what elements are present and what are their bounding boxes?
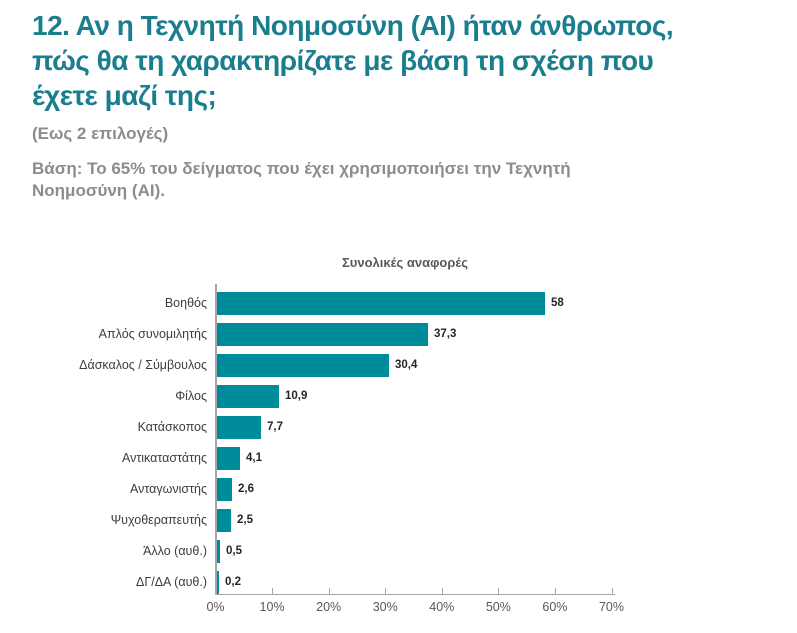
chart-row: ΔΓ/ΔΑ (αυθ.) 0,2 xyxy=(0,571,797,594)
x-axis-tick-label: 40% xyxy=(429,600,455,614)
category-label: ΔΓ/ΔΑ (αυθ.) xyxy=(136,575,207,589)
bar xyxy=(217,478,232,501)
chart-row: Ψυχοθεραπευτής 2,5 xyxy=(0,509,797,532)
category-label: Άλλο (αυθ.) xyxy=(143,544,207,558)
chart-row: Αντικαταστάτης 4,1 xyxy=(0,447,797,470)
question-title: 12. Αν η Τεχνητή Νοημοσύνη (AI) ήταν άνθ… xyxy=(32,10,674,111)
selection-note: (Εως 2 επιλογές) xyxy=(32,124,169,143)
chart-row: Δάσκαλος / Σύμβουλος 30,4 xyxy=(0,354,797,377)
bar xyxy=(217,385,279,408)
bar xyxy=(217,416,261,439)
bar xyxy=(217,354,389,377)
chart-row: Ανταγωνιστής 2,6 xyxy=(0,478,797,501)
value-label: 7,7 xyxy=(267,421,283,433)
category-label: Ανταγωνιστής xyxy=(129,482,207,496)
category-label: Δάσκαλος / Σύμβουλος xyxy=(79,358,207,372)
x-axis-tick xyxy=(441,588,443,595)
bar xyxy=(217,447,240,470)
x-axis-tick xyxy=(215,588,217,595)
bar xyxy=(217,509,231,532)
x-axis-tick-label: 20% xyxy=(316,600,342,614)
value-label: 2,6 xyxy=(238,483,254,495)
chart-row: Άλλο (αυθ.) 0,5 xyxy=(0,540,797,563)
value-label: 10,9 xyxy=(285,390,308,402)
category-label: Φίλος xyxy=(175,389,207,403)
bar xyxy=(217,292,545,315)
x-axis-tick xyxy=(611,588,613,595)
value-label: 0,2 xyxy=(225,576,241,588)
x-axis-tick-label: 30% xyxy=(372,600,398,614)
x-axis-tick-label: 70% xyxy=(598,600,625,614)
x-axis-tick-label: 10% xyxy=(259,600,285,614)
y-axis-line xyxy=(215,284,217,595)
x-axis-tick-label: 50% xyxy=(485,600,511,614)
base-note: Βάση: Το 65% του δείγματος που έχει χρησ… xyxy=(32,159,571,200)
value-label: 4,1 xyxy=(246,452,262,464)
category-label: Αντικαταστάτης xyxy=(121,451,207,465)
value-label: 30,4 xyxy=(395,359,418,371)
chart-row: Βοηθός 58 xyxy=(0,292,797,315)
x-axis-tick xyxy=(554,588,556,595)
category-label: Κατάσκοπος xyxy=(137,420,207,434)
category-label: Απλός συνομιλητής xyxy=(98,327,207,341)
chart-title: Συνολικές αναφορές xyxy=(342,255,468,270)
bar xyxy=(217,571,219,594)
chart-row: Φίλος 10,9 xyxy=(0,385,797,408)
x-axis-tick xyxy=(498,588,500,595)
x-axis-line xyxy=(215,594,615,595)
value-label: 37,3 xyxy=(434,328,457,340)
x-axis-tick xyxy=(328,588,330,595)
chart-row: Κατάσκοπος 7,7 xyxy=(0,416,797,439)
x-axis-tick xyxy=(385,588,387,595)
bar xyxy=(217,323,428,346)
category-label: Βοηθός xyxy=(164,296,207,310)
chart-row: Απλός συνομιλητής 37,3 xyxy=(0,323,797,346)
value-label: 0,5 xyxy=(226,545,242,557)
category-label: Ψυχοθεραπευτής xyxy=(110,513,207,527)
bar xyxy=(217,540,220,563)
value-label: 58 xyxy=(551,297,564,309)
x-axis-tick-label: 0% xyxy=(206,600,225,614)
value-label: 2,5 xyxy=(237,514,253,526)
x-axis-tick-label: 60% xyxy=(542,600,568,614)
x-axis-tick xyxy=(272,588,274,595)
